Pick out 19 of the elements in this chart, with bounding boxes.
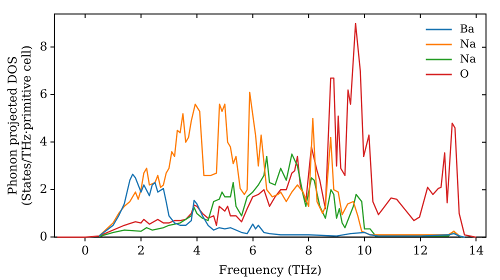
x-tick-label: 6 xyxy=(248,244,257,258)
y-tick-label: 4 xyxy=(40,134,48,148)
y-tick-label: 6 xyxy=(40,86,48,101)
y-tick-label: 8 xyxy=(40,39,48,54)
legend-label: Na xyxy=(460,37,476,50)
x-tick-label: 10 xyxy=(356,244,372,258)
x-tick-label: 8 xyxy=(304,244,312,258)
legend-label: O xyxy=(460,67,469,80)
x-tick-label: 12 xyxy=(412,244,428,258)
y-tick-label: 0 xyxy=(40,229,48,244)
x-tick-label: 14 xyxy=(468,244,484,258)
x-tick-label: 4 xyxy=(193,244,202,258)
x-axis-title: Frequency (THz) xyxy=(218,262,322,277)
y-tick-label: 2 xyxy=(40,182,48,196)
x-tick-label: 0 xyxy=(81,244,89,258)
legend-label: Ba xyxy=(460,22,475,36)
x-tick-label: 2 xyxy=(137,244,145,258)
y-axis-title: Phonon projected DOS (States/THz·primitive cell) xyxy=(5,45,34,206)
legend-label: Na xyxy=(460,52,476,66)
